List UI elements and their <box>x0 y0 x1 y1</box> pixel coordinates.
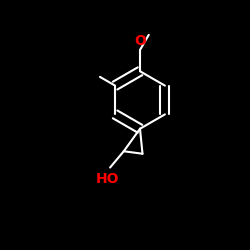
Text: O: O <box>134 34 146 48</box>
Text: HO: HO <box>96 172 119 186</box>
